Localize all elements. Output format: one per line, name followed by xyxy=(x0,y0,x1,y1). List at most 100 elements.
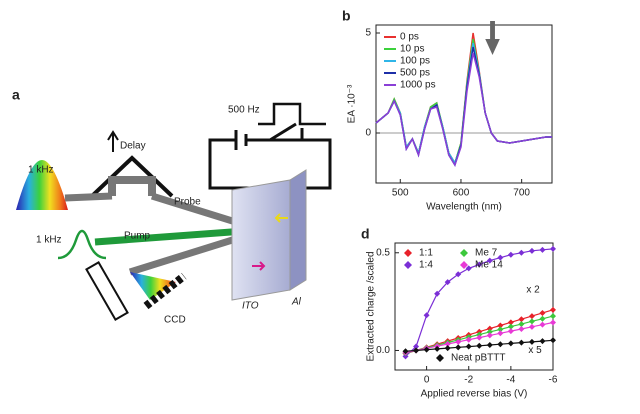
annotation-arrow xyxy=(485,21,500,55)
legend-swatch xyxy=(436,354,444,362)
point xyxy=(497,330,504,337)
legend-label: Me 7 xyxy=(475,248,498,259)
point xyxy=(550,337,556,344)
legend-swatch xyxy=(460,261,468,269)
point xyxy=(497,326,504,333)
point xyxy=(507,319,514,326)
series-line xyxy=(375,52,552,167)
point xyxy=(518,249,525,256)
y-tick-label: 0 xyxy=(365,128,371,139)
point xyxy=(507,323,514,330)
y-tick-label: 5 xyxy=(365,28,371,39)
point xyxy=(539,246,546,253)
point xyxy=(518,321,525,328)
point xyxy=(423,312,430,319)
point xyxy=(444,279,451,286)
annotation: x 2 xyxy=(526,285,540,296)
x-tick-label: -4 xyxy=(506,375,515,386)
device xyxy=(231,179,291,301)
point xyxy=(486,332,493,339)
label: 1 kHz xyxy=(28,165,54,176)
x-tick-label: 0 xyxy=(424,375,430,386)
point xyxy=(455,271,462,278)
point xyxy=(518,316,525,323)
point xyxy=(539,309,546,316)
point xyxy=(402,348,409,355)
point xyxy=(486,328,493,335)
point xyxy=(497,341,504,348)
point xyxy=(550,319,556,326)
point xyxy=(550,306,556,313)
plot-frame xyxy=(375,24,553,184)
panel-label: a xyxy=(12,87,20,103)
panel-label: d xyxy=(361,226,370,242)
point xyxy=(507,340,514,347)
delay-path xyxy=(108,176,156,196)
point xyxy=(434,345,441,352)
point xyxy=(497,254,504,261)
label: CCD xyxy=(164,315,186,326)
delay-stage xyxy=(90,155,174,198)
point xyxy=(465,336,472,343)
legend-label: 10 ps xyxy=(400,44,424,55)
legend-label: 1:4 xyxy=(419,260,433,271)
point xyxy=(486,325,493,332)
circuit-wire xyxy=(208,138,332,190)
label: 500 Hz xyxy=(228,105,260,116)
legend-label: 100 ps xyxy=(400,56,430,67)
x-axis-label: Wavelength (nm) xyxy=(426,202,502,213)
point xyxy=(444,341,451,348)
label: Pump xyxy=(124,231,151,242)
probe-pulse xyxy=(16,160,68,210)
probe-beam xyxy=(64,192,257,232)
point xyxy=(444,345,451,352)
point xyxy=(455,344,462,351)
point xyxy=(402,353,409,360)
point xyxy=(507,251,514,258)
point xyxy=(413,347,420,354)
legend-label: Neat pBTTT xyxy=(451,353,505,364)
legend-label: 500 ps xyxy=(400,68,430,79)
point xyxy=(465,265,472,272)
point xyxy=(455,338,462,345)
point xyxy=(518,325,525,332)
point xyxy=(465,343,472,350)
square-wave xyxy=(258,102,326,126)
point xyxy=(550,313,556,320)
point xyxy=(539,338,546,345)
y-axis-label: Extracted charge /scaled xyxy=(366,251,377,361)
point xyxy=(528,313,535,320)
label: Probe xyxy=(174,197,201,208)
device-side xyxy=(289,169,307,291)
legend-swatch xyxy=(460,249,468,257)
x-axis-label: Applied reverse bias (V) xyxy=(421,389,528,400)
point xyxy=(476,334,483,341)
y-axis-label: EA ·10⁻³ xyxy=(347,84,358,123)
dispersed-light xyxy=(130,272,176,300)
x-tick-label: -2 xyxy=(464,375,473,386)
label: ITO xyxy=(242,301,259,312)
annotation: x 5 xyxy=(528,345,542,356)
point xyxy=(528,323,535,330)
x-tick-label: 600 xyxy=(453,188,470,199)
legend-swatch xyxy=(404,249,412,257)
point xyxy=(486,341,493,348)
label: 1 kHz xyxy=(36,235,62,246)
battery xyxy=(234,130,248,150)
label: Al xyxy=(291,297,302,308)
pump-beam xyxy=(94,226,259,246)
grating xyxy=(85,261,129,321)
point xyxy=(497,322,504,329)
point xyxy=(518,339,525,346)
point xyxy=(486,257,493,264)
x-tick-label: 700 xyxy=(513,188,530,199)
legend-label: 1000 ps xyxy=(400,80,436,91)
point xyxy=(413,343,420,350)
point xyxy=(539,315,546,322)
electron-arrow xyxy=(274,213,288,223)
y-tick-label: 0.5 xyxy=(376,247,390,258)
point xyxy=(423,346,430,353)
point xyxy=(507,328,514,335)
point xyxy=(476,261,483,268)
point xyxy=(528,338,535,345)
